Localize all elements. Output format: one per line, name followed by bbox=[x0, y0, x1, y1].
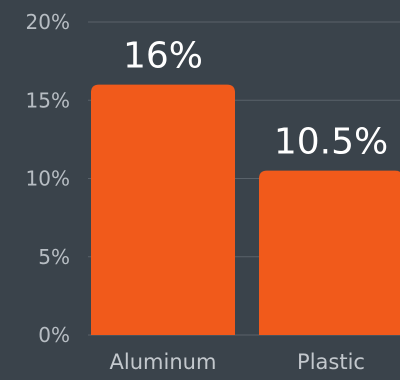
data-label: 16% bbox=[123, 36, 203, 77]
y-tick-label: 5% bbox=[38, 245, 70, 269]
data-label: 10.5% bbox=[274, 122, 388, 163]
y-tick-label: 15% bbox=[26, 88, 70, 112]
y-axis-ticks: 0% 5% 10% 15% 20% bbox=[26, 10, 70, 347]
x-category-label: Aluminum bbox=[110, 350, 217, 374]
bar-plastic bbox=[259, 170, 400, 335]
y-tick-label: 10% bbox=[26, 167, 70, 191]
x-category-label: Plastic bbox=[297, 350, 365, 374]
y-tick-label: 0% bbox=[38, 323, 70, 347]
bar-aluminum bbox=[91, 84, 235, 335]
data-labels: 16% 10.5% bbox=[123, 36, 388, 163]
bars bbox=[91, 84, 400, 335]
y-tick-label: 20% bbox=[26, 10, 70, 34]
x-axis-labels: Aluminum Plastic bbox=[110, 350, 365, 374]
